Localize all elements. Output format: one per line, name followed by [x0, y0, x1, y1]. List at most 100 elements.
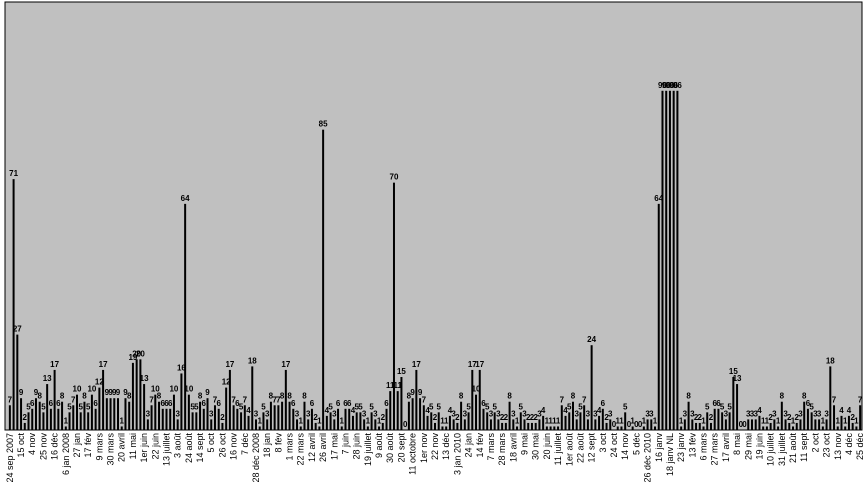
bar: [504, 422, 507, 430]
value-label: 6: [93, 399, 98, 408]
value-label: 2: [433, 413, 438, 422]
bar: [855, 426, 858, 430]
value-label: 1: [616, 416, 621, 425]
bar: [814, 419, 817, 430]
x-tick-label: 24 sep 2007: [5, 433, 15, 483]
value-label: 0: [742, 420, 747, 429]
bar: [579, 412, 582, 430]
bar: [833, 405, 836, 430]
value-label: 2: [455, 413, 460, 422]
x-tick-label: 17 fév: [83, 433, 93, 458]
bar: [415, 369, 418, 430]
bar: [176, 419, 179, 430]
bar: [42, 412, 45, 430]
value-label: 1: [317, 416, 322, 425]
x-tick-label: 23 janv: [676, 433, 686, 463]
bar: [642, 426, 645, 430]
bar: [456, 422, 459, 430]
bar: [135, 359, 138, 430]
value-label: 19: [128, 353, 137, 362]
value-label: 12: [95, 378, 104, 387]
value-label: 6: [161, 399, 166, 408]
value-label: 5: [194, 402, 199, 411]
x-tick-label: 11 octobre: [408, 433, 418, 475]
value-label: 85: [319, 120, 328, 129]
bar: [445, 426, 448, 430]
bar: [542, 415, 545, 430]
value-label: 3: [690, 409, 695, 418]
bar: [355, 412, 358, 430]
value-label: 3: [783, 409, 788, 418]
value-label: 1: [120, 416, 125, 425]
value-label: 9: [108, 388, 113, 397]
value-label: 5: [86, 402, 91, 411]
plot-area: [4, 1, 863, 431]
bar: [131, 362, 134, 430]
value-label: 1: [552, 416, 557, 425]
x-tick-label: 6 jan 2008: [61, 433, 71, 475]
value-label: 6: [30, 399, 35, 408]
bar: [624, 412, 627, 430]
x-tick-label: 19 juillet: [363, 433, 373, 467]
value-label: 4: [448, 406, 453, 415]
bar: [105, 398, 108, 430]
value-label: 96: [665, 81, 674, 90]
x-tick-label: 25 déc: [855, 433, 865, 461]
bar: [780, 401, 783, 430]
value-label: 3: [798, 409, 803, 418]
bar: [810, 412, 813, 430]
value-label: 1: [64, 416, 69, 425]
bar: [709, 422, 712, 430]
bar: [83, 401, 86, 430]
value-label: 6: [235, 399, 240, 408]
x-tick-label: 31 juillet: [777, 433, 787, 467]
value-label: 10: [472, 385, 481, 394]
bar: [12, 179, 15, 430]
bar: [672, 90, 675, 431]
value-label: 1: [679, 416, 684, 425]
value-label: 1: [545, 416, 550, 425]
x-tick-label: 11 juillet: [553, 433, 563, 466]
value-label: 1: [776, 416, 781, 425]
value-label: 4: [847, 406, 852, 415]
value-label: 1: [440, 416, 445, 425]
bar: [322, 129, 325, 430]
x-tick-label: 7 déc: [240, 433, 250, 456]
bar: [564, 415, 567, 430]
x-tick-label: 13 fév: [687, 433, 697, 458]
x-tick-label: 1er août: [564, 433, 574, 467]
bar: [549, 426, 552, 430]
value-label: 96: [669, 81, 678, 90]
bar: [68, 412, 71, 430]
bar: [698, 422, 701, 430]
bar: [333, 419, 336, 430]
bar: [281, 401, 284, 430]
value-label: 3: [645, 409, 650, 418]
bar: [829, 366, 832, 430]
value-label: 10: [87, 385, 96, 394]
value-label: 8: [302, 392, 307, 401]
x-tick-label: 30 août: [385, 433, 395, 464]
value-label: 5: [190, 402, 195, 411]
bar: [191, 412, 194, 430]
bar: [392, 182, 395, 430]
bar: [825, 419, 828, 430]
bar: [724, 419, 727, 430]
x-tick-label: 22 mars: [296, 433, 306, 466]
bar: [788, 422, 791, 430]
value-label: 0: [634, 420, 639, 429]
bar: [553, 426, 556, 430]
bar: [232, 405, 235, 430]
value-label: 4: [246, 406, 251, 415]
x-tick-label: 15 oct: [16, 433, 26, 458]
bar: [210, 419, 213, 430]
value-label: 0: [638, 420, 643, 429]
bar: [568, 412, 571, 430]
bar: [691, 419, 694, 430]
value-label: 5: [437, 402, 442, 411]
value-label: 8: [287, 392, 292, 401]
x-tick-label: 26 avril: [318, 433, 328, 462]
value-label: 2: [787, 413, 792, 422]
bar: [493, 412, 496, 430]
